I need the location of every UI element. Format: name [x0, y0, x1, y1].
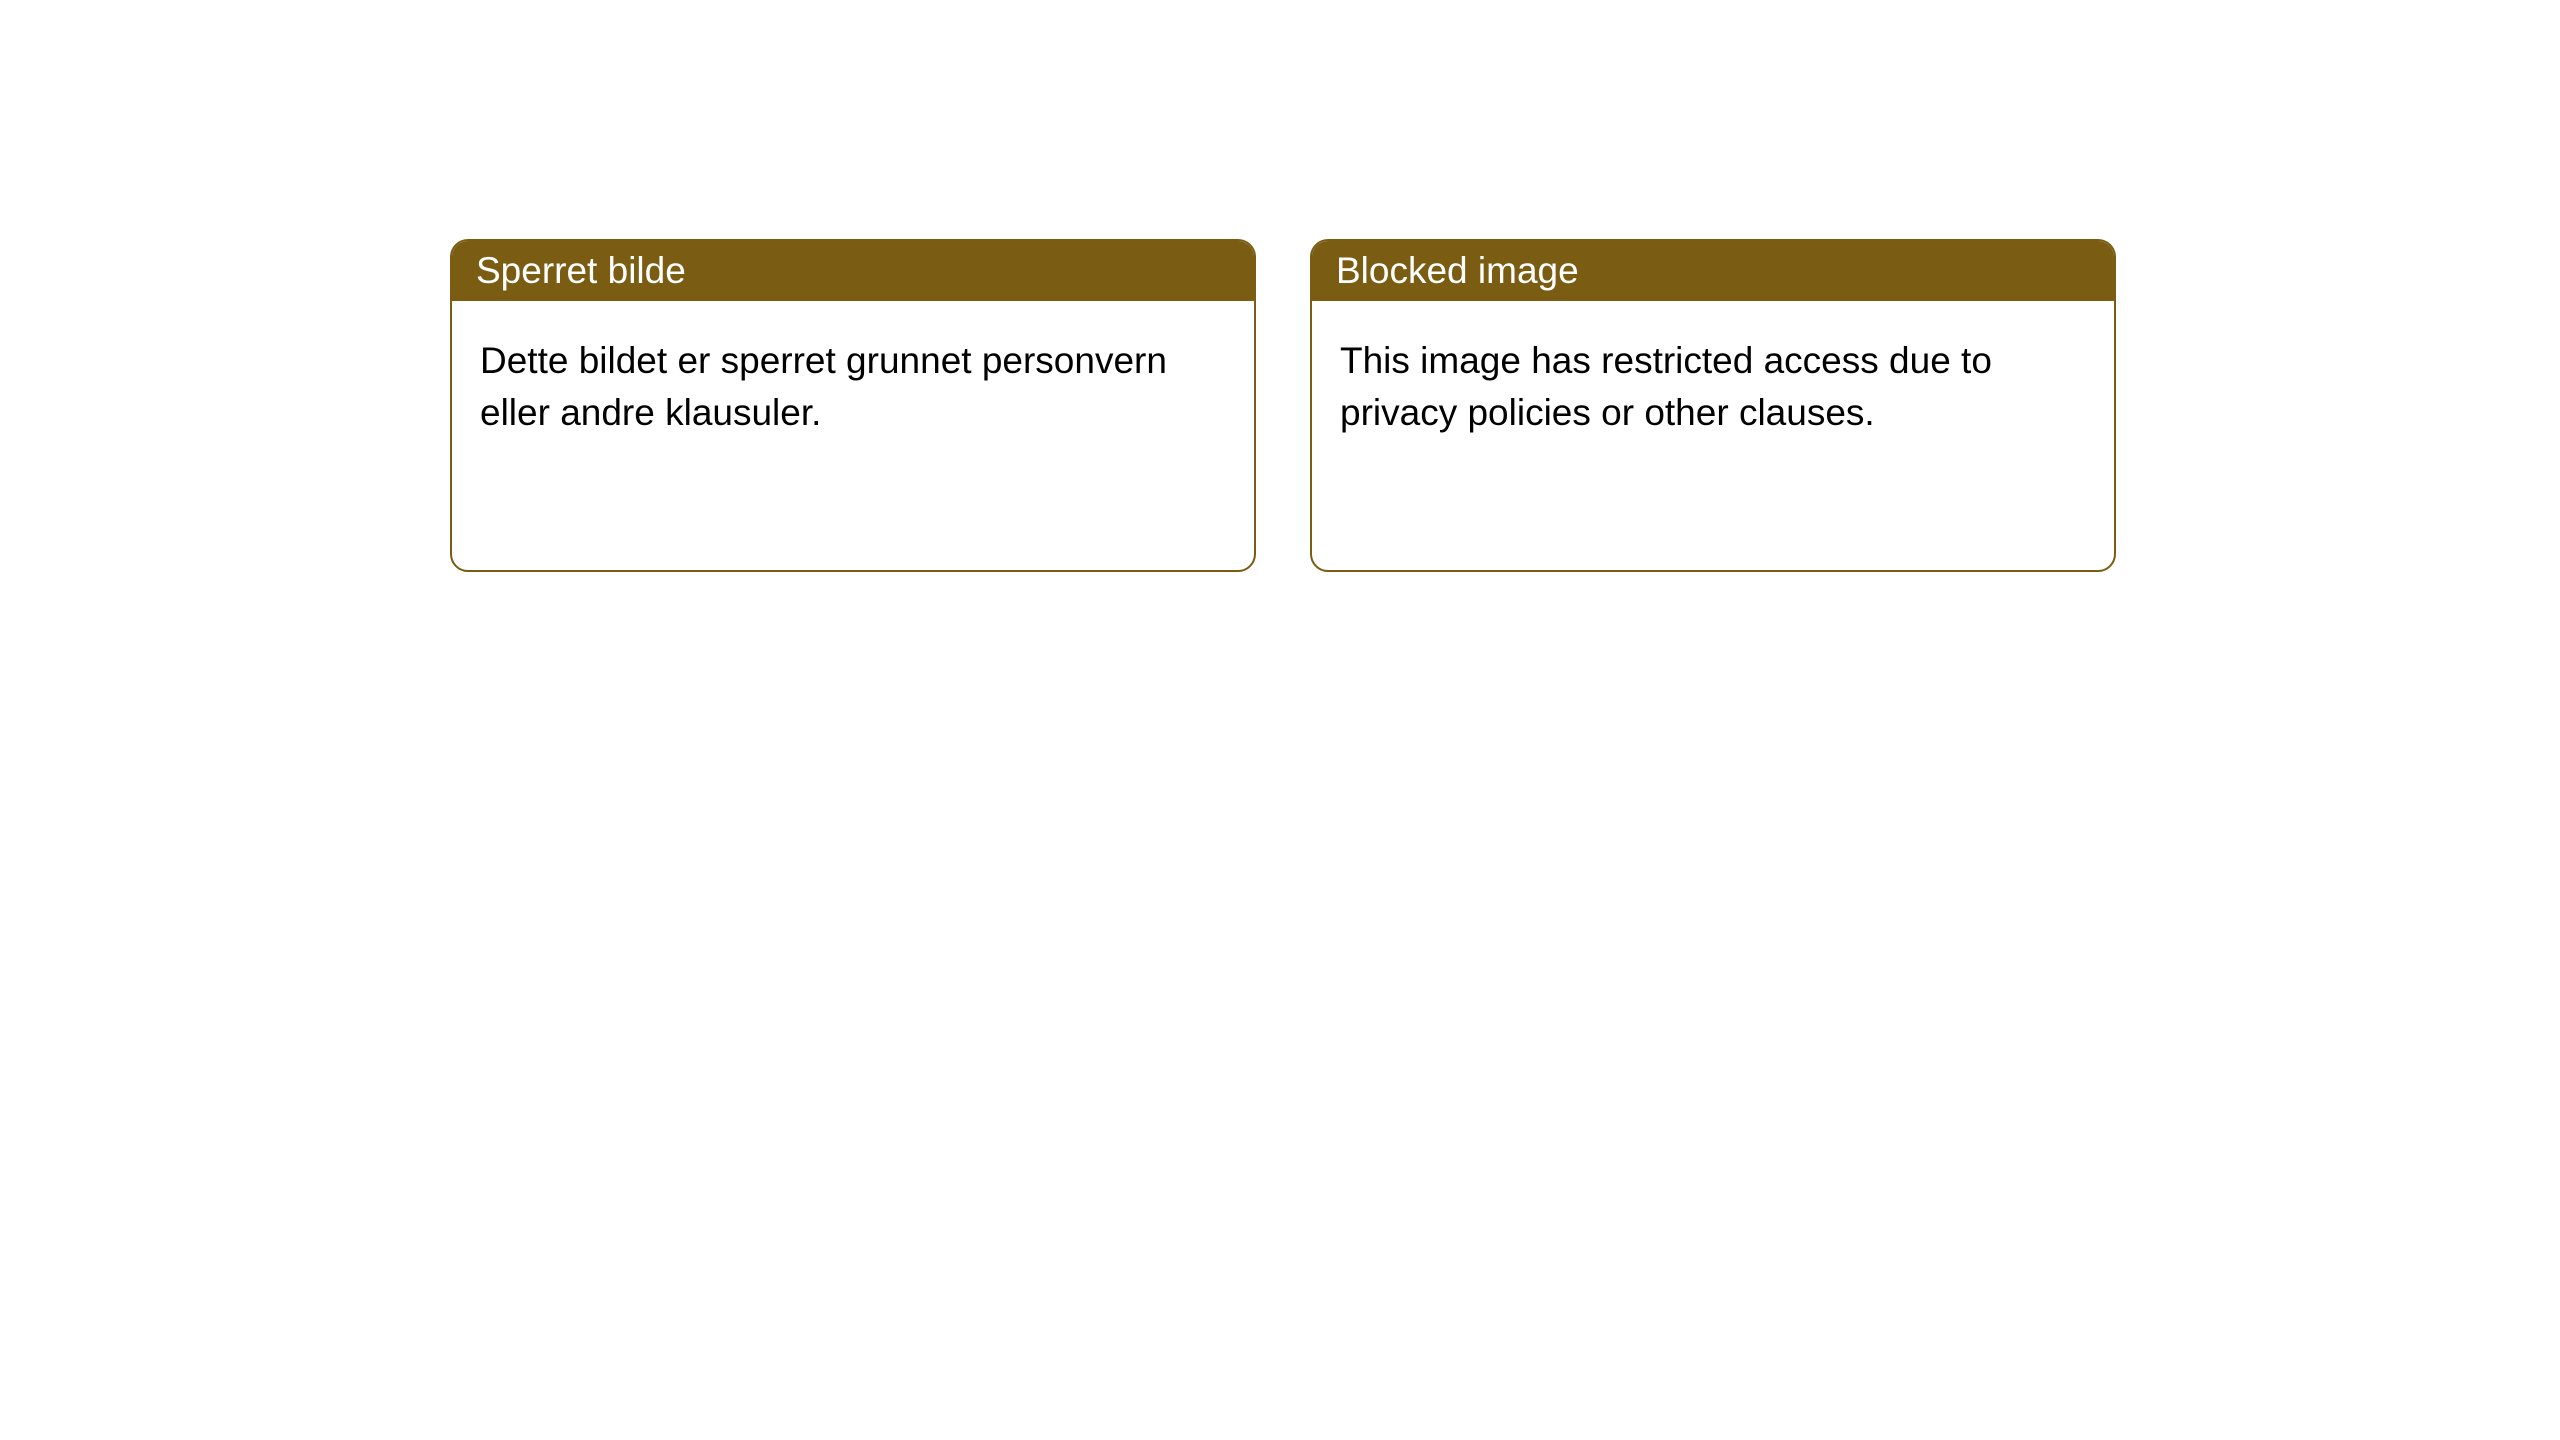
- card-text-norwegian: Dette bildet er sperret grunnet personve…: [480, 340, 1167, 433]
- card-body-norwegian: Dette bildet er sperret grunnet personve…: [452, 301, 1254, 473]
- card-title-norwegian: Sperret bilde: [476, 250, 686, 292]
- card-body-english: This image has restricted access due to …: [1312, 301, 2114, 473]
- card-header-english: Blocked image: [1312, 241, 2114, 301]
- notice-cards-row: Sperret bilde Dette bildet er sperret gr…: [450, 239, 2560, 572]
- card-text-english: This image has restricted access due to …: [1340, 340, 1992, 433]
- card-header-norwegian: Sperret bilde: [452, 241, 1254, 301]
- card-title-english: Blocked image: [1336, 250, 1579, 292]
- notice-card-norwegian: Sperret bilde Dette bildet er sperret gr…: [450, 239, 1256, 572]
- notice-card-english: Blocked image This image has restricted …: [1310, 239, 2116, 572]
